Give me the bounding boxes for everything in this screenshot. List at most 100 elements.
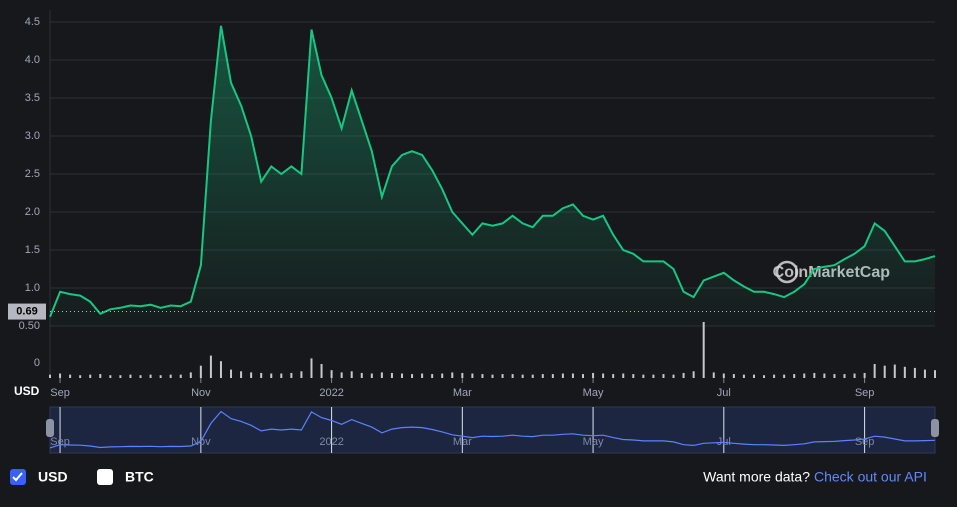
volume-bar <box>49 374 51 378</box>
volume-bar <box>350 371 353 378</box>
volume-bar <box>400 373 403 378</box>
volume-bar <box>441 373 444 378</box>
y-tick-label: 1.5 <box>25 244 40 256</box>
volume-tick-label: 0 <box>34 357 40 369</box>
volume-bar <box>149 374 152 378</box>
volume-bar <box>632 374 635 378</box>
volume-bar <box>571 373 574 378</box>
x-tick-label: Nov <box>191 387 211 399</box>
toggle-label[interactable]: BTC <box>125 469 154 485</box>
volume-bar <box>742 374 745 378</box>
volume-bar <box>169 374 172 378</box>
volume-bar <box>129 374 132 378</box>
volume-bar <box>300 371 303 378</box>
volume-bar <box>139 375 142 378</box>
volume-bar <box>853 373 856 378</box>
y-tick-label: 4.0 <box>25 54 40 66</box>
volume-bar <box>270 373 273 378</box>
volume-bar <box>773 374 776 378</box>
volume-bar <box>380 372 383 378</box>
navigator-label: May <box>583 436 604 448</box>
volume-bar <box>260 372 263 378</box>
x-tick-label: Jul <box>717 387 731 399</box>
volume-bar <box>290 372 293 378</box>
volume-bar <box>582 374 585 378</box>
y-tick-label: 3.5 <box>25 92 40 104</box>
y-tick-label: 2.0 <box>25 206 40 218</box>
volume-bar <box>722 373 725 378</box>
api-link[interactable]: Check out our API <box>814 469 927 485</box>
navigator-handle[interactable] <box>46 419 54 437</box>
volume-bar <box>280 373 283 378</box>
y-tick-label: 2.5 <box>25 168 40 180</box>
volume-bar <box>923 369 926 378</box>
volume-bar <box>360 372 363 378</box>
volume-bar <box>682 372 685 378</box>
volume-bar <box>863 372 866 378</box>
volume-bar <box>702 322 705 378</box>
volume-bar <box>803 373 806 378</box>
volume-bar <box>219 361 222 378</box>
volume-bar <box>561 373 564 378</box>
volume-bar <box>813 372 816 378</box>
x-tick-label: Mar <box>453 387 472 399</box>
volume-bar <box>541 374 544 378</box>
volume-bar <box>250 372 253 378</box>
check-icon <box>12 472 23 482</box>
navigator-handle[interactable] <box>931 419 939 437</box>
price-line <box>49 25 936 318</box>
volume-bar <box>531 374 534 378</box>
volume-bar <box>240 371 243 378</box>
volume-bar <box>451 372 454 378</box>
volume-bar <box>431 374 434 378</box>
volume-bar <box>370 373 373 378</box>
volume-bar <box>199 365 202 378</box>
volume-bar <box>330 370 333 378</box>
volume-bar <box>471 373 474 378</box>
x-tick-label: Sep <box>50 387 70 399</box>
x-tick-label: May <box>583 387 604 399</box>
volume-bar <box>622 373 625 378</box>
toggle-label[interactable]: USD <box>38 469 68 485</box>
x-axis-label: USD <box>14 384 40 398</box>
volume-bar <box>793 374 796 378</box>
current-price-label: 0.69 <box>16 305 37 317</box>
volume-bar <box>592 372 595 378</box>
navigator-label: Sep <box>50 436 70 448</box>
volume-bar <box>320 364 323 378</box>
y-tick-label: 3.0 <box>25 130 40 142</box>
current-price-badge <box>8 303 46 320</box>
volume-bar <box>883 365 886 378</box>
volume-bar <box>119 375 122 378</box>
volume-bar <box>230 369 233 378</box>
volume-bar <box>159 375 162 378</box>
volume-bar <box>481 374 484 378</box>
volume-bar <box>310 358 313 378</box>
volume-bar <box>823 373 826 378</box>
volume-bar <box>652 374 655 378</box>
volume-bar <box>461 372 464 378</box>
volume-bar <box>551 374 554 378</box>
volume-bar <box>89 374 92 378</box>
volume-bar <box>903 366 906 378</box>
x-tick-label: 2022 <box>319 387 343 399</box>
volume-bar <box>79 375 82 378</box>
volume-bar <box>692 371 695 378</box>
navigator-line <box>49 410 936 449</box>
volume-bar <box>672 374 675 378</box>
volume-bar <box>69 374 72 378</box>
volume-bar <box>642 374 645 378</box>
volume-bar <box>99 374 102 378</box>
volume-bar <box>732 374 735 378</box>
volume-bar <box>411 374 414 378</box>
btc-checkbox[interactable] <box>97 469 113 485</box>
volume-bar <box>783 374 786 378</box>
volume-bar <box>109 375 112 378</box>
volume-bar <box>893 364 896 378</box>
volume-bar <box>59 373 62 378</box>
volume-bar <box>421 373 424 378</box>
x-tick-label: Sep <box>855 387 875 399</box>
volume-bar <box>521 374 524 378</box>
volume-bar <box>179 374 182 378</box>
price-area <box>50 25 935 327</box>
